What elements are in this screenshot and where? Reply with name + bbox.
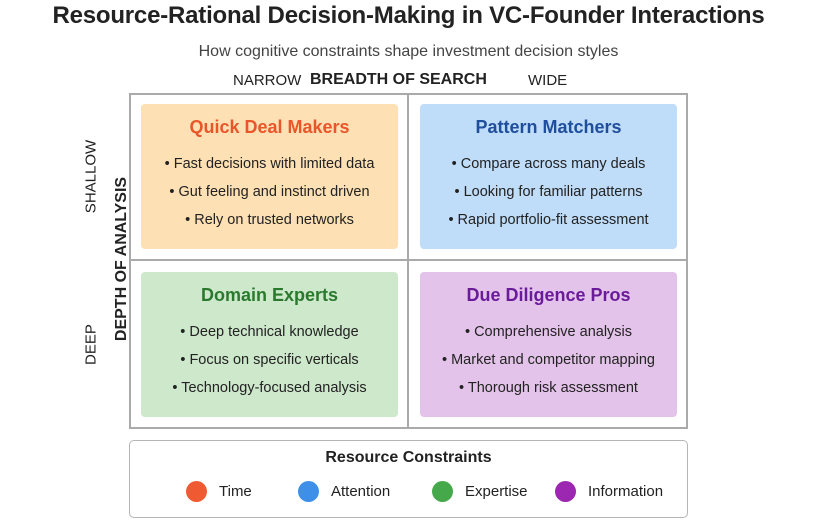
diagram-subtitle: How cognitive constraints shape investme… bbox=[198, 43, 619, 60]
legend-label: Information bbox=[588, 483, 664, 500]
quadrant-item: Gut feeling and instinct driven bbox=[141, 178, 398, 206]
quadrant-title: Pattern Matchers bbox=[475, 117, 622, 137]
quadrant-item: Comprehensive analysis bbox=[420, 318, 677, 346]
grid-vertical-divider bbox=[407, 93, 409, 429]
quadrant-item: Focus on specific verticals bbox=[141, 346, 398, 374]
x-axis-title: BREADTH OF SEARCH bbox=[310, 71, 487, 88]
quadrant-title: Quick Deal Makers bbox=[189, 117, 350, 137]
x-axis-low-label: NARROW bbox=[233, 72, 302, 89]
grid-horizontal-divider bbox=[129, 259, 688, 261]
legend-item-attention: Attention bbox=[298, 481, 390, 502]
time-dot-icon bbox=[186, 481, 207, 502]
legend-label: Expertise bbox=[465, 483, 528, 500]
quadrant-item: Market and competitor mapping bbox=[420, 346, 677, 374]
quadrant-domain-experts: Domain Experts Deep technical knowledge … bbox=[141, 272, 398, 417]
x-axis-high-label: WIDE bbox=[528, 72, 568, 89]
quadrant-item: Technology-focused analysis bbox=[141, 374, 398, 402]
quadrant-item: Rely on trusted networks bbox=[141, 206, 398, 234]
quadrant-item: Looking for familiar patterns bbox=[420, 178, 677, 206]
expertise-dot-icon bbox=[432, 481, 453, 502]
information-dot-icon bbox=[555, 481, 576, 502]
legend-title: Resource Constraints bbox=[325, 449, 492, 466]
legend-label: Time bbox=[219, 483, 252, 500]
y-axis-high-label: DEEP bbox=[82, 324, 100, 365]
legend-item-expertise: Expertise bbox=[432, 481, 528, 502]
quadrant-item: Rapid portfolio-fit assessment bbox=[420, 206, 677, 234]
diagram-title: Resource-Rational Decision-Making in VC-… bbox=[52, 2, 765, 29]
attention-dot-icon bbox=[298, 481, 319, 502]
quadrant-item: Deep technical knowledge bbox=[141, 318, 398, 346]
quadrant-quick-deal-makers: Quick Deal Makers Fast decisions with li… bbox=[141, 104, 398, 249]
quadrant-item: Fast decisions with limited data bbox=[141, 150, 398, 178]
y-axis-low-label: SHALLOW bbox=[82, 139, 100, 214]
legend-label: Attention bbox=[331, 483, 391, 500]
quadrant-item: Thorough risk assessment bbox=[420, 374, 677, 402]
quadrant-title: Domain Experts bbox=[200, 285, 339, 305]
legend-item-time: Time bbox=[186, 481, 252, 502]
quadrant-due-diligence-pros: Due Diligence Pros Comprehensive analysi… bbox=[420, 272, 677, 417]
quadrant-pattern-matchers: Pattern Matchers Compare across many dea… bbox=[420, 104, 677, 249]
legend-box: Resource Constraints Time Attention Expe… bbox=[129, 440, 688, 518]
quadrant-title: Due Diligence Pros bbox=[466, 285, 631, 305]
legend-item-information: Information bbox=[555, 481, 663, 502]
quadrant-item: Compare across many deals bbox=[420, 150, 677, 178]
